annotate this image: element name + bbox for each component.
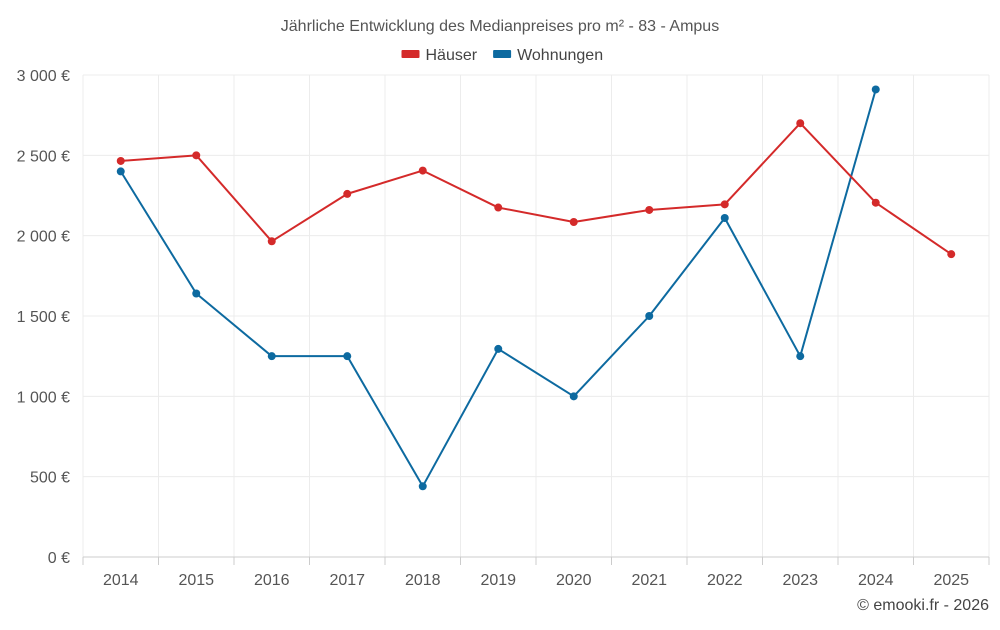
chart-title: Jährliche Entwicklung des Medianpreises … xyxy=(281,18,719,35)
x-tick-label: 2017 xyxy=(329,572,365,589)
credit: © emooki.fr - 2026 xyxy=(857,597,989,614)
legend-swatch-hauser xyxy=(401,50,420,58)
legend-swatch-wohnungen xyxy=(493,50,512,58)
y-tick-label: 2 000 € xyxy=(17,229,70,246)
data-point-hauser[interactable] xyxy=(569,218,578,227)
x-tick-label: 2018 xyxy=(405,572,441,589)
data-point-hauser[interactable] xyxy=(267,237,276,246)
x-tick-label: 2022 xyxy=(707,572,743,589)
x-tick-label: 2015 xyxy=(178,572,214,589)
legend-label-wohnungen: Wohnungen xyxy=(517,47,603,64)
y-tick-label: 3 000 € xyxy=(17,68,70,85)
data-point-wohnungen[interactable] xyxy=(720,213,729,222)
data-point-hauser[interactable] xyxy=(192,151,201,160)
x-tick-label: 2021 xyxy=(631,572,667,589)
data-point-wohnungen[interactable] xyxy=(192,289,201,298)
data-point-hauser[interactable] xyxy=(494,203,503,212)
data-point-wohnungen[interactable] xyxy=(494,344,503,353)
y-tick-label: 500 € xyxy=(30,470,70,487)
grid xyxy=(82,74,990,557)
legend-label-hauser: Häuser xyxy=(426,47,478,64)
data-point-wohnungen[interactable] xyxy=(796,352,805,361)
data-point-wohnungen[interactable] xyxy=(645,312,654,320)
legend-item-hauser[interactable]: Häuser xyxy=(401,47,478,64)
x-tick-label: 2023 xyxy=(782,572,818,589)
x-tick-label: 2020 xyxy=(556,572,592,589)
axes: 0 € 500 € 1 000 € 1 500 € 2 000 € 2 500 € 3 00… xyxy=(17,68,990,589)
data-point-hauser[interactable] xyxy=(343,189,352,198)
legend-item-wohnungen[interactable]: Wohnungen xyxy=(493,47,603,64)
data-point-hauser[interactable] xyxy=(418,166,427,175)
data-point-hauser[interactable] xyxy=(116,156,125,165)
legend: Häuser Wohnungen xyxy=(401,47,603,64)
data-point-hauser[interactable] xyxy=(645,205,654,214)
data-point-hauser[interactable] xyxy=(796,119,805,128)
data-point-hauser[interactable] xyxy=(871,198,880,207)
y-tick-label: 0 € xyxy=(48,550,70,567)
series-line-hauser xyxy=(119,122,953,256)
y-tick-label: 2 500 € xyxy=(17,148,70,165)
y-tick-label: 1 000 € xyxy=(17,389,70,406)
series xyxy=(116,85,956,491)
y-tick-label: 1 500 € xyxy=(17,309,70,326)
x-tick-label: 2025 xyxy=(933,572,969,589)
data-point-wohnungen[interactable] xyxy=(343,352,352,361)
data-point-hauser[interactable] xyxy=(947,250,956,259)
x-tick-label: 2016 xyxy=(254,572,290,589)
data-point-wohnungen[interactable] xyxy=(871,85,880,94)
data-point-wohnungen[interactable] xyxy=(569,392,578,401)
x-tick-label: 2014 xyxy=(103,572,139,589)
x-tick-label: 2019 xyxy=(480,572,516,589)
data-point-wohnungen[interactable] xyxy=(418,482,427,491)
x-tick-label: 2024 xyxy=(858,572,894,589)
data-point-wohnungen[interactable] xyxy=(116,167,125,176)
data-point-hauser[interactable] xyxy=(720,200,729,209)
data-point-wohnungen[interactable] xyxy=(267,352,276,361)
